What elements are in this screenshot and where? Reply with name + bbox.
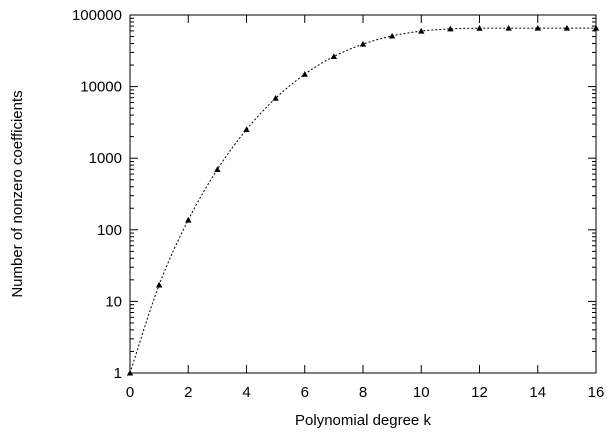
data-point-triangle <box>126 369 134 376</box>
data-point-triangle <box>418 27 425 34</box>
data-point-triangle <box>476 24 483 31</box>
x-tick-label: 10 <box>413 384 430 401</box>
series-fit-line <box>129 27 596 374</box>
data-point-triangle <box>272 95 279 101</box>
x-tick-label: 16 <box>588 384 605 401</box>
data-point-triangle <box>592 24 600 31</box>
x-tick-label: 4 <box>242 384 250 401</box>
plot-frame <box>129 14 597 374</box>
y-axis-ticks: 1 10 100 1000 10000 100000 <box>72 7 596 382</box>
x-axis-ticks: 0 2 4 6 8 10 12 14 16 <box>126 15 605 401</box>
y-tick-label: 100000 <box>72 7 122 24</box>
x-tick-label: 14 <box>529 384 546 401</box>
data-point-triangle <box>447 25 454 32</box>
data-point-triangle <box>301 71 308 77</box>
data-point-triangle <box>214 166 221 172</box>
y-tick-label: 100 <box>97 222 122 239</box>
data-point-triangle <box>155 281 163 288</box>
x-tick-label: 2 <box>184 384 192 401</box>
y-axis-title: Number of nonzero coefficients <box>9 90 26 297</box>
data-point-triangle <box>359 40 367 47</box>
y-tick-label: 1 <box>114 365 122 382</box>
x-tick-label: 0 <box>126 384 134 401</box>
data-point-triangle <box>243 126 250 133</box>
data-point-triangle <box>388 32 396 39</box>
y-tick-label: 10 <box>105 293 122 310</box>
data-point-triangle <box>185 216 192 223</box>
x-tick-label: 12 <box>471 384 488 401</box>
data-point-triangle <box>330 53 338 60</box>
x-axis-title: Polynomial degree k <box>295 412 431 429</box>
data-point-triangle <box>505 24 512 31</box>
data-point-triangle <box>534 24 541 31</box>
y-tick-label: 10000 <box>80 79 122 96</box>
data-point-triangle <box>563 24 571 31</box>
series-markers <box>126 24 600 376</box>
x-tick-label: 6 <box>301 384 309 401</box>
y-tick-label: 1000 <box>89 150 122 167</box>
x-tick-label: 8 <box>359 384 367 401</box>
